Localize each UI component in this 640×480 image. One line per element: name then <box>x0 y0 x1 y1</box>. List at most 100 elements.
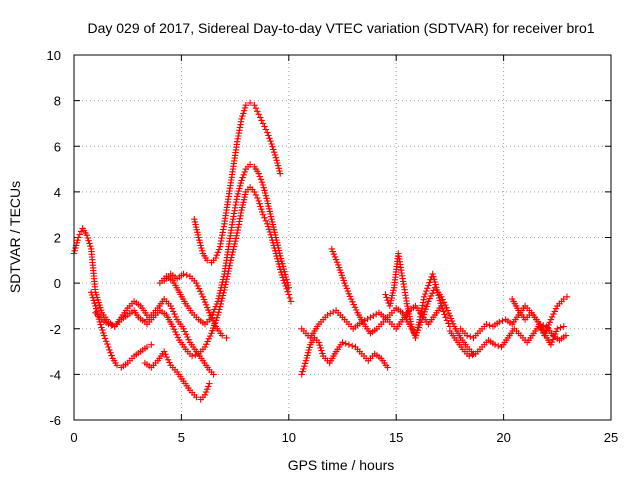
data-point <box>418 307 425 315</box>
data-point <box>284 281 292 289</box>
data-point <box>349 342 356 350</box>
data-point <box>269 143 276 150</box>
data-point <box>264 129 271 136</box>
data-point <box>259 181 267 189</box>
data-point <box>548 338 556 346</box>
data-point <box>234 138 241 145</box>
data-point <box>201 298 209 306</box>
data-point <box>328 245 335 253</box>
data-point <box>351 304 359 311</box>
data-point <box>285 284 292 291</box>
data-point <box>546 319 553 326</box>
plot-frame <box>73 54 612 421</box>
data-point <box>199 293 207 300</box>
data-point <box>257 203 264 210</box>
data-point <box>256 200 263 207</box>
data-point <box>195 234 202 241</box>
data-point <box>299 368 306 375</box>
data-point <box>246 161 254 168</box>
data-point <box>148 341 155 348</box>
data-point <box>330 251 338 258</box>
data-point <box>442 301 449 309</box>
data-point <box>219 279 226 286</box>
data-point <box>232 235 240 242</box>
data-point <box>254 108 261 115</box>
data-point <box>195 285 203 292</box>
data-point <box>76 231 83 238</box>
data-point <box>283 276 290 283</box>
data-point <box>370 312 377 319</box>
data-point <box>83 232 91 239</box>
data-point <box>162 351 169 358</box>
data-point <box>287 298 295 305</box>
y-tick-label: -4 <box>49 367 61 382</box>
data-point <box>259 120 267 127</box>
data-point <box>86 240 93 247</box>
data-point <box>383 294 390 301</box>
data-point <box>113 362 121 369</box>
data-point <box>469 351 476 359</box>
data-point <box>206 380 213 387</box>
data-point <box>203 341 210 348</box>
data-point <box>91 300 98 307</box>
data-point <box>350 301 357 308</box>
y-tick-label: 4 <box>54 185 61 200</box>
data-point <box>183 271 190 279</box>
data-point <box>217 287 224 294</box>
data-point <box>271 149 278 156</box>
data-point <box>215 295 222 302</box>
data-point <box>252 191 260 199</box>
data-point <box>99 326 106 334</box>
y-tick-label: -2 <box>49 322 61 337</box>
data-point <box>443 304 450 311</box>
data-point <box>242 102 249 109</box>
data-point <box>88 289 95 296</box>
data-point <box>202 301 210 308</box>
data-point <box>345 341 353 348</box>
data-point <box>71 247 78 254</box>
data-point <box>238 115 245 123</box>
data-point <box>304 349 312 356</box>
data-point <box>108 322 115 329</box>
data-point <box>333 259 341 266</box>
data-point <box>342 340 349 347</box>
series-trace-9 <box>298 334 391 378</box>
data-point <box>499 317 506 324</box>
data-point <box>246 99 254 107</box>
data-point <box>408 321 415 328</box>
data-point <box>339 339 346 346</box>
data-point <box>100 332 108 339</box>
data-point <box>270 146 277 153</box>
data-point <box>435 292 442 299</box>
y-tick-label: 8 <box>54 94 61 109</box>
data-point <box>424 285 431 292</box>
data-point <box>277 170 284 177</box>
data-point <box>88 291 96 299</box>
data-point <box>205 335 213 342</box>
data-point <box>252 105 260 112</box>
data-point <box>235 224 242 231</box>
data-point <box>103 338 110 345</box>
data-point <box>180 270 187 278</box>
data-point <box>207 332 214 340</box>
data-point <box>317 344 324 352</box>
data-point <box>207 312 214 319</box>
data-point <box>163 353 170 361</box>
data-point <box>205 306 212 314</box>
data-point <box>552 305 560 312</box>
y-tick-label: -6 <box>49 413 61 428</box>
data-point <box>262 217 270 224</box>
data-point <box>301 360 309 367</box>
data-point <box>170 326 178 333</box>
data-point <box>202 388 210 396</box>
data-point <box>255 111 262 118</box>
data-point <box>259 208 266 216</box>
data-point <box>90 297 97 304</box>
data-point <box>495 342 502 350</box>
data-point <box>261 123 268 130</box>
data-point <box>349 298 356 305</box>
data-point <box>193 279 200 287</box>
data-point <box>436 297 444 304</box>
data-point <box>180 325 187 332</box>
data-point <box>89 294 97 301</box>
